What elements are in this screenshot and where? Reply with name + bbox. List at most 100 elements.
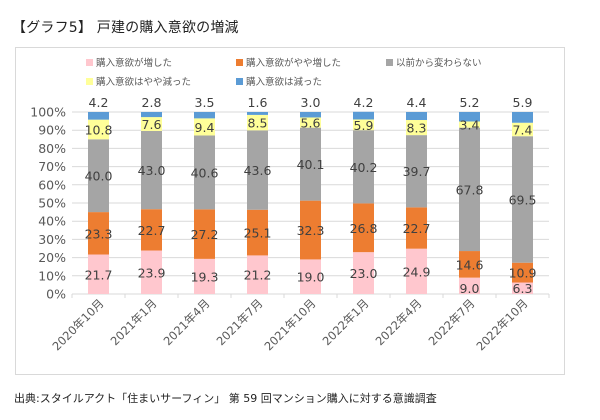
bar-segment (512, 122, 533, 137)
y-tick-label: 90% (38, 123, 66, 138)
data-label: 40.1 (297, 157, 325, 172)
data-label: 40.6 (191, 165, 219, 180)
data-label: 3.4 (460, 118, 480, 133)
y-tick-label: 40% (38, 214, 66, 229)
bar-segment (459, 112, 480, 122)
bar-segment (300, 127, 321, 201)
data-label: 32.3 (297, 223, 325, 238)
data-label: 25.1 (244, 226, 272, 241)
data-label: 26.8 (350, 221, 378, 236)
x-tick-label: 2022年7月 (426, 296, 478, 348)
bar-segment (512, 136, 533, 263)
data-label: 10.8 (85, 122, 113, 137)
legend-item-slightly-increased: 購入意欲がやや増した (236, 55, 341, 69)
bar-segment (88, 254, 109, 294)
data-label: 22.7 (403, 221, 431, 236)
legend-swatch-icon (86, 59, 93, 66)
bar-segment (247, 255, 268, 294)
data-label: 8.5 (248, 116, 268, 131)
bar-segment (247, 114, 268, 131)
data-label: 8.3 (407, 121, 427, 136)
data-label: 22.7 (138, 223, 166, 238)
data-label: 23.0 (350, 266, 378, 281)
data-label: 2.8 (142, 95, 162, 110)
data-label: 21.2 (244, 268, 272, 283)
data-label: 9.4 (195, 120, 215, 135)
bar-segment (353, 252, 374, 294)
bar-segment (141, 209, 162, 251)
bar-segment (353, 111, 374, 120)
bar-segment (406, 120, 427, 136)
legend-swatch-icon (386, 59, 393, 66)
x-tick-label: 2021年4月 (161, 296, 213, 348)
data-label: 10.9 (509, 266, 537, 281)
data-label: 5.6 (301, 116, 321, 131)
x-tick-label: 2022年1月 (320, 296, 372, 348)
y-tick-label: 50% (38, 196, 66, 211)
data-label: 23.3 (85, 226, 113, 241)
bar-segment (141, 250, 162, 294)
data-label: 40.0 (85, 169, 113, 184)
bar-segment (300, 112, 321, 118)
x-tick-label: 2021年7月 (214, 296, 266, 348)
data-label: 14.6 (456, 257, 484, 272)
data-label: 5.2 (460, 95, 480, 110)
legend-item-decreased: 購入意欲は減った (236, 74, 322, 88)
data-label: 43.0 (138, 163, 166, 178)
bar-segment (353, 119, 374, 131)
legend-swatch-icon (236, 59, 243, 66)
bar-segment (194, 112, 215, 119)
data-label: 39.7 (403, 164, 431, 179)
legend-item-increased: 購入意欲が増した (86, 55, 172, 69)
bar-segment (194, 135, 215, 210)
data-label: 4.2 (354, 95, 374, 110)
x-tick-label: 2022年10月 (473, 296, 530, 353)
data-label: 4.4 (407, 95, 427, 110)
data-label: 9.0 (460, 281, 480, 296)
bar-segment (512, 282, 533, 294)
bar-segment (406, 135, 427, 208)
bar-segment (353, 203, 374, 253)
bar-segment (406, 207, 427, 249)
bar-segment (194, 258, 215, 294)
bar-segment (247, 209, 268, 256)
bar-segment (406, 248, 427, 294)
legend-swatch-icon (86, 78, 93, 85)
bar-segment (459, 251, 480, 278)
bar-segment (512, 262, 533, 283)
data-label: 5.9 (513, 95, 533, 110)
data-label: 19.0 (297, 270, 325, 285)
x-tick-label: 2021年10月 (261, 296, 318, 353)
bar-segment (88, 119, 109, 140)
bar-segment (247, 112, 268, 115)
legend-swatch-icon (236, 78, 243, 85)
y-tick-label: 20% (38, 250, 66, 265)
bar-segment (141, 117, 162, 131)
data-label: 21.7 (85, 267, 113, 282)
bar-segment (88, 112, 109, 120)
bar-segment (88, 212, 109, 255)
y-tick-label: 100% (30, 105, 66, 120)
data-label: 40.2 (350, 160, 378, 175)
data-label: 27.2 (191, 227, 219, 242)
data-label: 7.6 (142, 117, 162, 132)
y-tick-label: 30% (38, 232, 66, 247)
bar-segment (459, 277, 480, 294)
data-label: 24.9 (403, 264, 431, 279)
data-label: 3.5 (195, 95, 215, 110)
legend-item-slightly-decreased: 購入意欲はやや減った (86, 74, 191, 88)
data-label: 3.0 (301, 95, 321, 110)
data-label: 19.3 (191, 269, 219, 284)
data-label: 7.4 (513, 122, 533, 137)
bar-segment (459, 127, 480, 252)
bar-segment (141, 130, 162, 210)
x-tick-label: 2022年4月 (373, 296, 425, 348)
y-tick-label: 80% (38, 141, 66, 156)
data-label: 69.5 (509, 192, 537, 207)
y-tick-label: 70% (38, 159, 66, 174)
bar-segment (194, 209, 215, 259)
data-label: 23.9 (138, 265, 166, 280)
data-label: 4.2 (89, 95, 109, 110)
legend-item-unchanged: 以前から変わらない (386, 55, 482, 69)
